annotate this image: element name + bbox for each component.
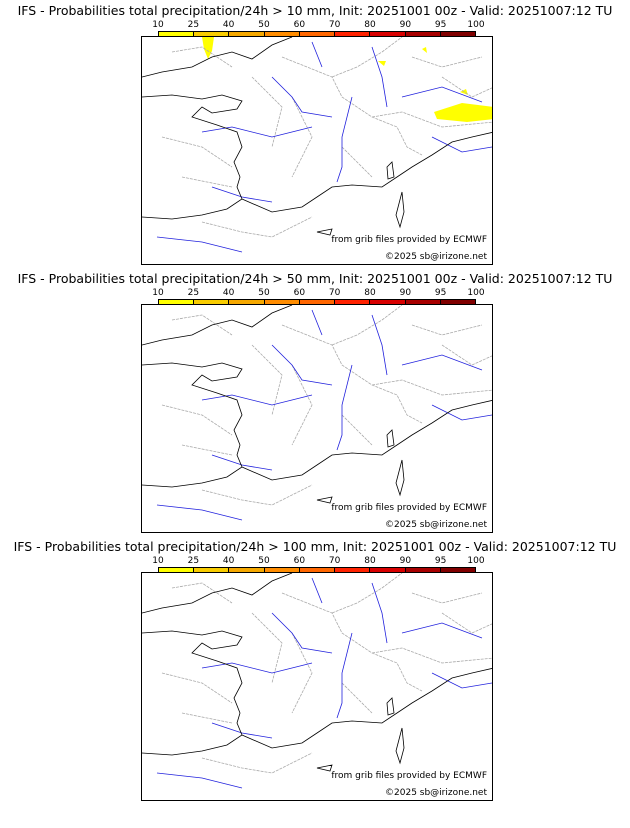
colorbar-segment — [335, 32, 371, 38]
colorbar-tick: 100 — [467, 556, 485, 566]
rivers — [156, 309, 492, 521]
colorbar-segment — [299, 568, 336, 574]
colorbar-tick: 90 — [399, 288, 412, 298]
rivers — [156, 577, 492, 789]
colorbar-segment — [229, 32, 265, 38]
colorbar-tick: 40 — [222, 288, 235, 298]
colorbar-segment — [370, 32, 406, 38]
colorbar-tick: 95 — [434, 556, 447, 566]
colorbar-segment — [194, 32, 230, 38]
colorbar-segment — [194, 568, 230, 574]
colorbar-segment — [405, 300, 441, 306]
forecast-panel: IFS - Probabilities total precipitation/… — [0, 3, 630, 271]
source-credit: from grib files provided by ECMWF — [331, 503, 487, 513]
colorbar-tick: 10 — [152, 20, 164, 30]
panel-title: IFS - Probabilities total precipitation/… — [17, 271, 613, 286]
colorbar-segment — [159, 568, 195, 574]
map-canvas — [142, 305, 492, 521]
colorbar-tick: 100 — [467, 20, 485, 30]
colorbar-segment — [440, 300, 475, 306]
colorbar-tick: 95 — [434, 288, 447, 298]
colorbar-segment — [159, 32, 195, 38]
colorbar-segment — [370, 300, 406, 306]
colorbar-tick: 10 — [152, 556, 164, 566]
map[interactable]: from grib files provided by ECMWF ©2025 … — [141, 572, 493, 801]
source-credit: from grib files provided by ECMWF — [331, 235, 487, 245]
colorbar-tick: 70 — [328, 556, 341, 566]
colorbar-segment — [264, 568, 300, 574]
colorbar-tick: 90 — [399, 556, 412, 566]
colorbar-tick: 90 — [399, 20, 412, 30]
colorbar-tick: 40 — [222, 20, 235, 30]
colorbar-tick: 25 — [187, 556, 200, 566]
colorbar-tick: 80 — [364, 556, 376, 566]
colorbar-tick: 25 — [187, 20, 200, 30]
colorbar-ticks: 10 25 40 50 60 70 80 90 95 100 — [152, 20, 484, 30]
precip-area — [202, 37, 214, 59]
colorbar-ticks: 10 25 40 50 60 70 80 90 95 100 — [152, 288, 484, 298]
forecast-panel: IFS - Probabilities total precipitation/… — [0, 539, 630, 807]
colorbar-tick: 60 — [293, 556, 306, 566]
colorbar-tick: 25 — [187, 288, 200, 298]
colorbar-tick: 40 — [222, 556, 235, 566]
colorbar-segment — [264, 32, 300, 38]
colorbar-tick: 80 — [364, 20, 376, 30]
rivers — [156, 41, 492, 253]
map-canvas — [142, 573, 492, 789]
panel-title: IFS - Probabilities total precipitation/… — [13, 539, 617, 554]
panel-title: IFS - Probabilities total precipitation/… — [17, 3, 613, 18]
precip-areas — [202, 37, 492, 122]
map-canvas — [142, 37, 492, 253]
colorbar-segment — [194, 300, 230, 306]
colorbar-segment — [335, 300, 371, 306]
colorbar-tick: 80 — [364, 288, 376, 298]
colorbar-segment — [299, 32, 336, 38]
colorbar-segment — [440, 568, 475, 574]
copyright-credit: ©2025 sb@irizone.net — [385, 520, 487, 530]
colorbar-tick: 70 — [328, 288, 341, 298]
colorbar-segment — [440, 32, 475, 38]
copyright-credit: ©2025 sb@irizone.net — [385, 252, 487, 262]
forecast-panel: IFS - Probabilities total precipitation/… — [0, 271, 630, 539]
colorbar-tick: 10 — [152, 288, 164, 298]
copyright-credit: ©2025 sb@irizone.net — [385, 788, 487, 798]
colorbar-segment — [370, 568, 406, 574]
colorbar-segment — [405, 32, 441, 38]
colorbar-segment — [229, 300, 265, 306]
colorbar-segment — [229, 568, 265, 574]
colorbar-segment — [335, 568, 371, 574]
precip-area — [378, 61, 386, 66]
colorbar-tick: 50 — [258, 20, 270, 30]
colorbar-tick: 60 — [293, 20, 306, 30]
colorbar-tick: 100 — [467, 288, 485, 298]
coastline — [142, 305, 492, 504]
colorbar-tick: 70 — [328, 20, 341, 30]
colorbar-ticks: 10 25 40 50 60 70 80 90 95 100 — [152, 556, 484, 566]
map[interactable]: from grib files provided by ECMWF ©2025 … — [141, 36, 493, 265]
precip-area — [434, 103, 492, 122]
colorbar-tick: 60 — [293, 288, 306, 298]
colorbar-tick: 50 — [258, 288, 270, 298]
colorbar-tick: 95 — [434, 20, 447, 30]
borders — [161, 37, 492, 238]
precip-area — [422, 47, 427, 53]
colorbar-segment — [299, 300, 336, 306]
colorbar-segment — [264, 300, 300, 306]
borders — [161, 573, 492, 774]
colorbar-tick: 50 — [258, 556, 270, 566]
colorbar-segment — [405, 568, 441, 574]
colorbar-segment — [159, 300, 195, 306]
map[interactable]: from grib files provided by ECMWF ©2025 … — [141, 304, 493, 533]
borders — [161, 305, 492, 506]
coastline — [142, 573, 492, 772]
coastline — [142, 37, 492, 236]
source-credit: from grib files provided by ECMWF — [331, 771, 487, 781]
